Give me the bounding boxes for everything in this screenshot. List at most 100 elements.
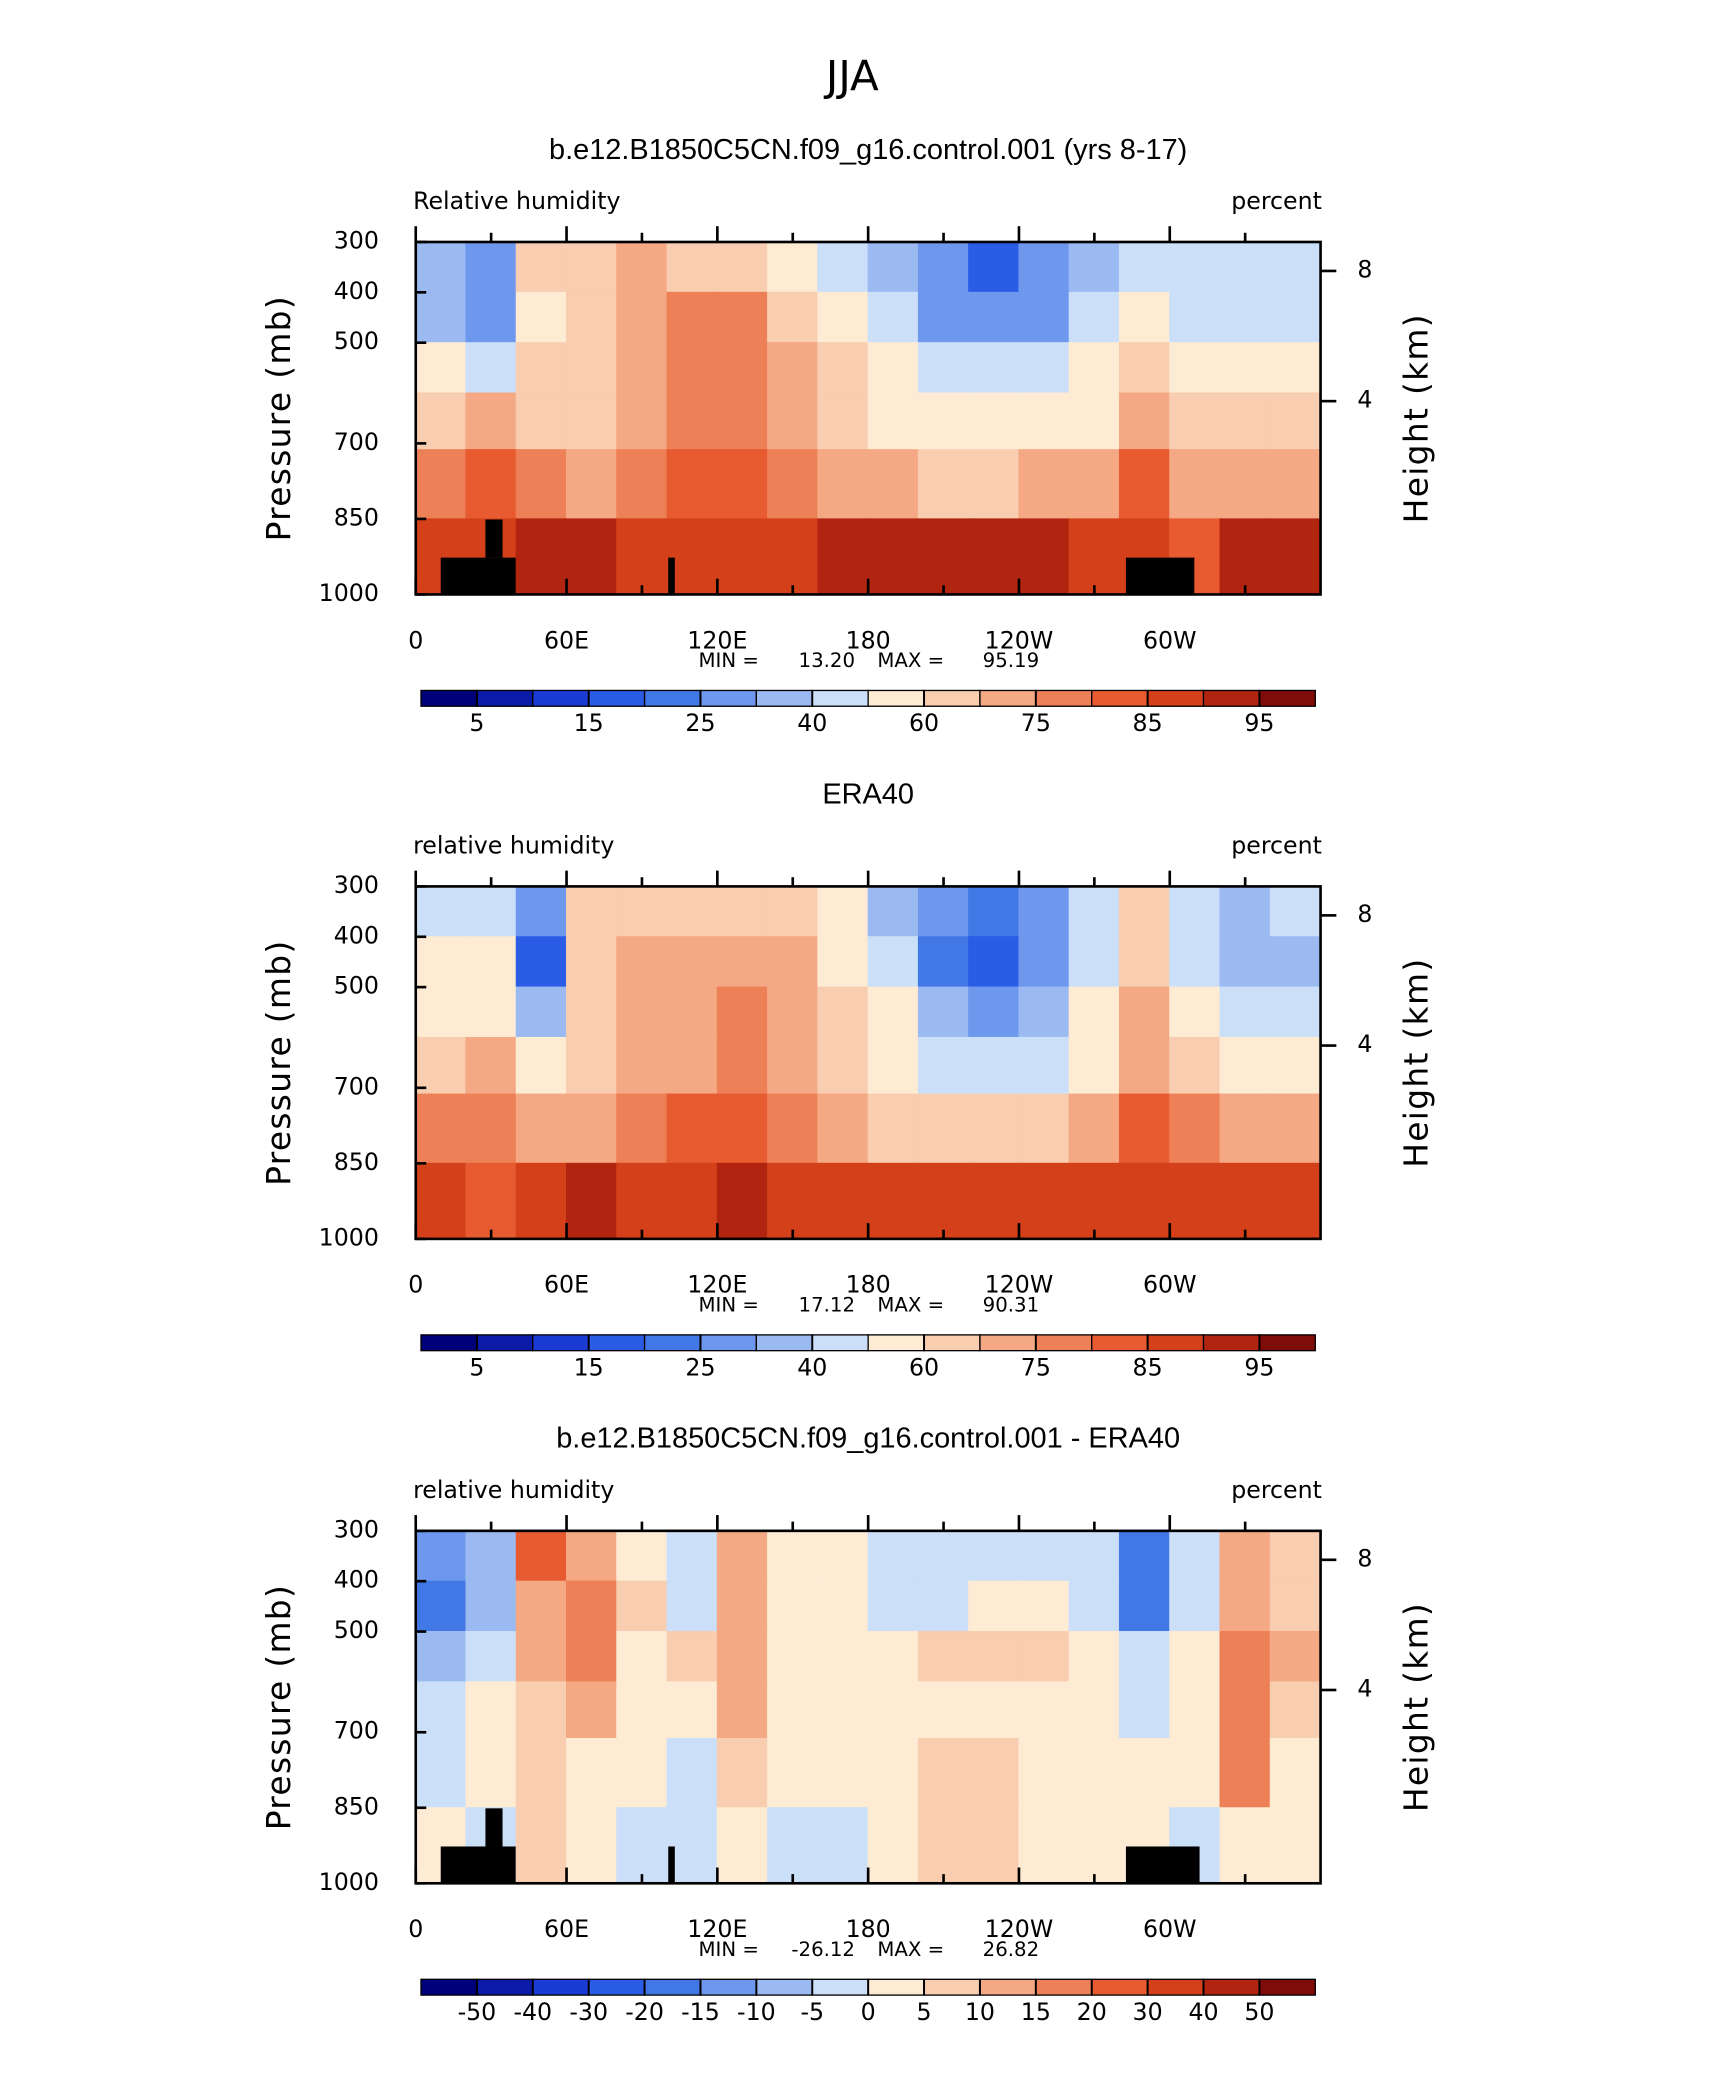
contour-cell: [767, 392, 819, 451]
topography: [668, 1846, 675, 1884]
contour-cell: [1118, 241, 1171, 293]
x-tick-label: 120W: [985, 1915, 1054, 1943]
contour-cell: [917, 1162, 970, 1240]
colorbar-label: 5: [469, 709, 484, 737]
x-tick-label: 180: [846, 626, 891, 654]
max-label: MAX =: [877, 1938, 944, 1961]
contour-cell: [817, 885, 869, 938]
contour-cell: [465, 291, 517, 344]
x-tick-label: 120W: [985, 1271, 1054, 1299]
contour-cell: [1118, 1530, 1171, 1582]
contour-cell: [817, 1631, 869, 1683]
colorbar-box: [532, 1978, 590, 1996]
colorbar-box: [588, 1978, 646, 1996]
contour-cell: [1169, 241, 1221, 293]
colorbar-box: [923, 689, 981, 707]
contour-cell: [716, 1162, 769, 1240]
contour-cell: [616, 986, 668, 1038]
contour-cell: [616, 392, 668, 451]
contour-cell: [1018, 936, 1070, 988]
contour-cell: [566, 291, 618, 344]
contour-cell: [968, 1036, 1020, 1095]
colorbar-label: 15: [574, 709, 604, 737]
colorbar-label: 60: [909, 1354, 939, 1382]
contour-cell: [767, 1681, 819, 1740]
right-label: percent: [1231, 831, 1322, 859]
colorbar-box: [532, 689, 590, 707]
colorbar-box: [643, 689, 702, 707]
contour-cell: [716, 449, 769, 520]
colorbar-box: [979, 1978, 1037, 1996]
colorbar-box: [1091, 689, 1149, 707]
contour-cell: [616, 291, 668, 344]
contour-cell: [716, 936, 769, 988]
y2-tick-label: 4: [1357, 1674, 1372, 1702]
colorbar-box: [979, 689, 1037, 707]
contour-cell: [1269, 936, 1322, 988]
contour-cell: [917, 885, 970, 938]
y2-tick-label: 8: [1357, 255, 1372, 283]
colorbar-label: 20: [1077, 1998, 1107, 2026]
contour-cell: [1068, 1738, 1121, 1809]
contour-cell: [1219, 1631, 1271, 1683]
max-value: 90.31: [983, 1293, 1039, 1316]
contour-cell: [1269, 1093, 1322, 1164]
contour-cell: [616, 241, 668, 293]
contour-cell: [566, 342, 618, 394]
contour-cell: [817, 1530, 869, 1582]
contour-cell: [666, 1580, 718, 1633]
colorbar-box: [811, 689, 869, 707]
contour-cell: [616, 1093, 668, 1164]
contour-cell: [1219, 449, 1271, 520]
contour-cell: [666, 1681, 718, 1740]
contour-cell: [867, 449, 919, 520]
contour-cell: [1219, 885, 1271, 938]
contour-cell: [917, 291, 970, 344]
x-tick-label: 0: [408, 626, 423, 654]
min-value: 17.12: [799, 1293, 855, 1316]
contour-cell: [616, 1807, 668, 1884]
y-tick-label: 1000: [319, 1868, 379, 1896]
x-tick-label: 120E: [687, 1271, 747, 1299]
x-tick-label: 120E: [687, 1915, 747, 1943]
y2-tick-label: 4: [1357, 386, 1372, 414]
contour-cell: [1219, 1738, 1271, 1809]
contour-cell: [968, 342, 1020, 394]
contour-cell: [415, 1036, 467, 1095]
colorbar-box: [420, 1334, 478, 1352]
contour-cell: [716, 1580, 769, 1633]
x-tick-label: 60W: [1143, 1271, 1197, 1299]
contour-cell: [1118, 291, 1171, 344]
contour-cell: [716, 392, 769, 451]
colorbar-label: 50: [1244, 1998, 1274, 2026]
topography: [1125, 557, 1195, 595]
contour-cell: [767, 291, 819, 344]
contour-cell: [515, 1036, 568, 1095]
contour-cell: [867, 885, 919, 938]
contour-cell: [767, 885, 819, 938]
contour-cell: [716, 1036, 769, 1095]
y-tick-label: 500: [334, 972, 379, 1000]
contour-cell: [1269, 986, 1322, 1038]
contour-cell: [968, 936, 1020, 988]
contour-cell: [1169, 1530, 1221, 1582]
x-tick-label: 180: [846, 1271, 891, 1299]
colorbar-box: [1146, 689, 1205, 707]
topography: [1125, 1846, 1200, 1884]
colorbar-box: [643, 1334, 702, 1352]
colorbar-box: [1091, 1978, 1149, 1996]
topography: [485, 519, 503, 558]
contour-cell: [1018, 1162, 1070, 1240]
colorbar-label: 85: [1133, 1354, 1163, 1382]
contour-cell: [917, 1807, 970, 1884]
contour-cell: [415, 986, 467, 1038]
contour-cell: [1018, 1093, 1070, 1164]
contour-cell: [415, 1738, 467, 1809]
contour-cell: [867, 1093, 919, 1164]
contour-cell: [917, 1036, 970, 1095]
contour-cell: [1269, 342, 1322, 394]
contour-cell: [566, 885, 618, 938]
colorbar-label: 5: [469, 1354, 484, 1382]
x-tick-label: 120E: [687, 626, 747, 654]
contour-cell: [917, 1631, 970, 1683]
